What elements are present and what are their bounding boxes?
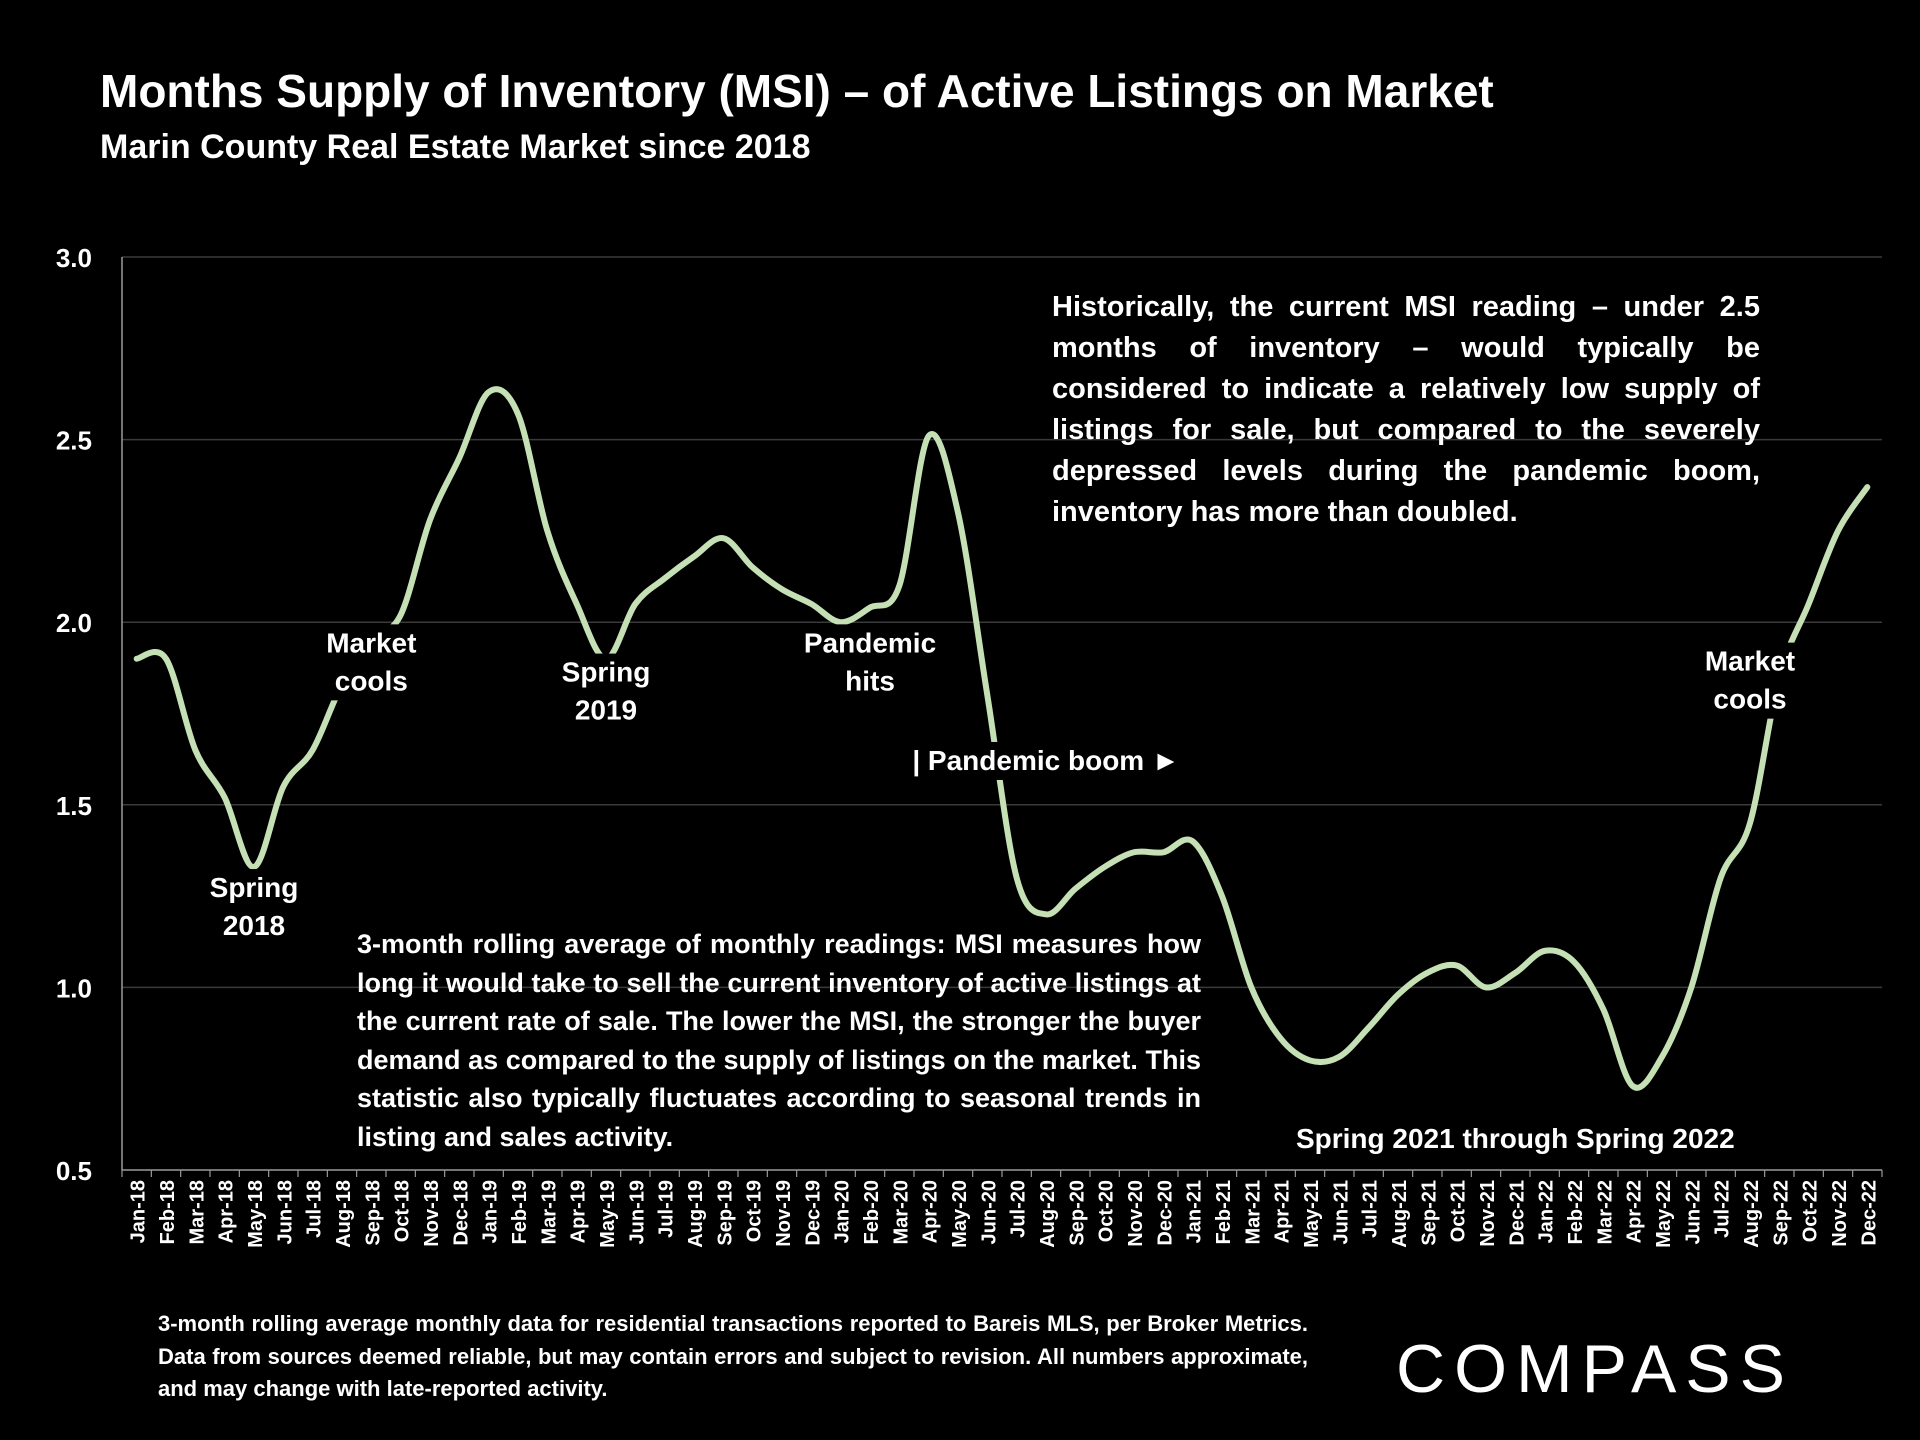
y-tick-label: 1.5	[56, 791, 92, 821]
x-tick-label: Mar-21	[1242, 1180, 1264, 1244]
x-tick-label: Oct-21	[1448, 1180, 1470, 1242]
x-tick-label: Jul-21	[1360, 1180, 1382, 1238]
x-tick-label: Dec-18	[450, 1180, 472, 1246]
x-tick-label: Mar-22	[1594, 1180, 1616, 1244]
msi-line-chart: 0.5 1.0 1.5 2.0 2.5 3.0 Jan-18 Feb-18 Mar-18 Apr-…	[56, 243, 1883, 1248]
x-tick-label: Aug-20	[1037, 1180, 1059, 1248]
annotation-backdrop	[1245, 1119, 1785, 1158]
chart-annotation: Market cools	[1705, 646, 1795, 715]
x-tick-label: Jun-22	[1682, 1180, 1704, 1244]
x-tick-label: Sep-22	[1770, 1180, 1792, 1246]
x-tick-label: Apr-21	[1272, 1180, 1294, 1243]
x-tick-label: Jan-20	[832, 1180, 854, 1243]
x-tick-label: Jul-19	[656, 1180, 678, 1238]
x-tick-label: Feb-21	[1213, 1180, 1235, 1244]
annotation-backdrop	[1693, 642, 1807, 719]
chart-annotation: | Pandemic boom ►	[912, 745, 1179, 776]
annotation-backdrop	[549, 653, 663, 730]
x-tick-label: Aug-19	[685, 1180, 707, 1248]
chart-annotation: Market cools	[326, 627, 416, 696]
x-tick-label: Apr-18	[216, 1180, 238, 1243]
x-tick-label: Oct-20	[1096, 1180, 1118, 1242]
y-tick-label: 2.5	[56, 426, 92, 456]
x-tick-label: Dec-19	[802, 1180, 824, 1246]
x-tick-label: Dec-21	[1506, 1180, 1528, 1246]
x-tick-label: Oct-22	[1800, 1180, 1822, 1242]
x-tick-label: Nov-19	[773, 1180, 795, 1247]
x-tick-label: Oct-18	[392, 1180, 414, 1242]
x-tick-label: Jul-20	[1008, 1180, 1030, 1238]
x-tick-label: Dec-20	[1154, 1180, 1176, 1246]
x-tick-label: Apr-20	[920, 1180, 942, 1243]
x-tick-label: Jul-22	[1712, 1180, 1734, 1238]
x-tick-label: Nov-20	[1125, 1180, 1147, 1247]
x-tick-label: May-18	[245, 1180, 267, 1248]
chart-annotation: Spring 2018	[210, 872, 299, 941]
x-tick-label: Jan-18	[128, 1180, 150, 1243]
x-tick-label: Nov-22	[1829, 1180, 1851, 1247]
source-footnote: 3-month rolling average monthly data for…	[158, 1311, 1308, 1401]
x-tick-label: Mar-19	[538, 1180, 560, 1244]
x-tick-label: Aug-22	[1741, 1180, 1763, 1248]
annotation-backdrop	[197, 869, 311, 946]
x-tick-label: Jun-21	[1330, 1180, 1352, 1244]
x-tick-label: Jul-18	[304, 1180, 326, 1238]
historical-note: Historically, the current MSI reading – …	[1052, 291, 1760, 528]
x-tick-label: Sep-21	[1418, 1180, 1440, 1246]
x-tick-label: Feb-19	[509, 1180, 531, 1244]
annotation-backdrop	[314, 624, 429, 701]
x-tick-label: Aug-18	[333, 1180, 355, 1248]
x-tick-label: Feb-20	[861, 1180, 883, 1244]
x-tick-label: Jun-19	[626, 1180, 648, 1244]
x-tick-label: May-21	[1301, 1180, 1323, 1248]
annotation-backdrop	[895, 741, 1197, 780]
x-tick-label: Jun-20	[978, 1180, 1000, 1244]
x-tick-label: Apr-22	[1624, 1180, 1646, 1243]
y-tick-label: 3.0	[56, 243, 92, 273]
chart-annotation: Spring 2019	[562, 657, 651, 726]
x-tick-label: Jan-22	[1536, 1180, 1558, 1243]
chart-title: Months Supply of Inventory (MSI) – of Ac…	[100, 65, 1494, 117]
y-tick-label: 0.5	[56, 1156, 92, 1186]
x-tick-label: Nov-18	[421, 1180, 443, 1247]
x-tick-label: Mar-20	[890, 1180, 912, 1244]
methodology-note: 3-month rolling average of monthly readi…	[357, 929, 1201, 1152]
y-tick-label: 2.0	[56, 608, 92, 638]
x-tick-label: Sep-18	[362, 1180, 384, 1246]
y-tick-label: 1.0	[56, 973, 92, 1003]
x-tick-label: Feb-18	[157, 1180, 179, 1244]
x-tick-label: Mar-18	[186, 1180, 208, 1244]
x-tick-label: Jun-18	[274, 1180, 296, 1244]
x-tick-label: Jan-21	[1184, 1180, 1206, 1243]
x-tick-label: May-20	[949, 1180, 971, 1248]
chart-annotation: Spring 2021 through Spring 2022	[1296, 1123, 1735, 1154]
x-tick-label: Sep-19	[714, 1180, 736, 1246]
compass-logo: COMPASS	[1396, 1331, 1795, 1407]
x-tick-label: Sep-20	[1066, 1180, 1088, 1246]
x-tick-label: Nov-21	[1477, 1180, 1499, 1247]
x-tick-label: Apr-19	[568, 1180, 590, 1243]
x-tick-label: Aug-21	[1389, 1180, 1411, 1248]
chart-annotation: Pandemic hits	[804, 627, 936, 696]
x-tick-label: Dec-22	[1858, 1180, 1880, 1246]
x-tick-label: May-19	[597, 1180, 619, 1248]
x-tick-label: Jan-19	[480, 1180, 502, 1243]
x-tick-label: Oct-19	[744, 1180, 766, 1242]
chart-subtitle: Marin County Real Estate Market since 20…	[100, 128, 811, 166]
annotation-backdrop	[796, 624, 944, 701]
msi-series-line	[133, 386, 1871, 1091]
x-tick-label: May-22	[1653, 1180, 1675, 1248]
x-tick-label: Feb-22	[1565, 1180, 1587, 1244]
